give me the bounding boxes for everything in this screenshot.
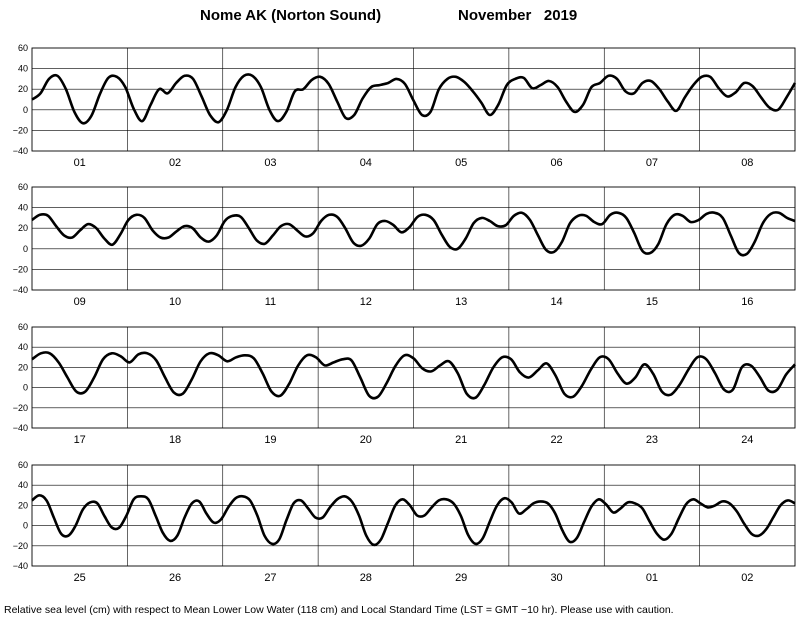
x-day-label: 19 <box>264 434 276 446</box>
x-day-label: 06 <box>550 157 562 169</box>
x-day-label: 08 <box>741 157 753 169</box>
y-tick-label: 60 <box>18 182 28 192</box>
chart-title-period: November 2019 <box>458 7 577 24</box>
x-day-label: 02 <box>741 572 753 584</box>
panel-frame <box>31 186 796 291</box>
x-day-label: 29 <box>455 572 467 584</box>
x-day-label: 18 <box>169 434 181 446</box>
y-tick-label: 0 <box>23 383 28 393</box>
x-day-label: 14 <box>550 296 562 308</box>
panel-2: −40 −20 0 20 40 60 09 10 11 12 13 14 15 16 <box>13 182 796 308</box>
y-tick-label: −20 <box>13 125 28 135</box>
x-day-label: 25 <box>74 572 86 584</box>
panel-frame <box>31 464 796 567</box>
y-tick-label: 40 <box>18 342 28 352</box>
y-tick-label: 40 <box>18 203 28 213</box>
x-day-label: 02 <box>169 157 181 169</box>
x-day-label: 24 <box>741 434 753 446</box>
y-tick-label: 20 <box>18 362 28 372</box>
y-tick-label: −40 <box>13 561 28 571</box>
x-day-label: 15 <box>646 296 658 308</box>
y-tick-label: 0 <box>23 244 28 254</box>
y-tick-label: 60 <box>18 43 28 53</box>
panel-1: −40 −20 0 20 40 60 01 02 03 04 05 06 07 08 <box>13 43 797 169</box>
y-tick-label: 20 <box>18 223 28 233</box>
y-tick-label: 20 <box>18 500 28 510</box>
x-day-label: 10 <box>169 296 181 308</box>
y-tick-label: 0 <box>23 105 28 115</box>
x-day-label: 12 <box>360 296 372 308</box>
y-tick-label: −40 <box>13 285 28 295</box>
chart-title-station: Nome AK (Norton Sound) <box>200 7 381 24</box>
x-day-label: 30 <box>550 572 562 584</box>
y-tick-label: −20 <box>13 403 28 413</box>
y-tick-label: 40 <box>18 480 28 490</box>
y-tick-label: 60 <box>18 322 28 332</box>
x-day-label: 03 <box>264 157 276 169</box>
y-tick-label: −40 <box>13 146 28 156</box>
x-day-label: 05 <box>455 157 467 169</box>
x-day-label: 07 <box>646 157 658 169</box>
x-day-label: 01 <box>646 572 658 584</box>
water-level-line <box>31 351 796 400</box>
x-day-label: 11 <box>265 296 276 308</box>
y-tick-label: −20 <box>13 264 28 274</box>
panel-frame <box>31 326 796 429</box>
x-day-label: 17 <box>74 434 86 446</box>
chart-footer-note: Relative sea level (cm) with respect to … <box>4 604 674 616</box>
y-tick-label: −40 <box>13 423 28 433</box>
x-day-label: 16 <box>741 296 753 308</box>
y-tick-label: 40 <box>18 64 28 74</box>
y-tick-label: 20 <box>18 84 28 94</box>
x-day-label: 13 <box>455 296 467 308</box>
y-tick-label: 60 <box>18 460 28 470</box>
x-day-label: 26 <box>169 572 181 584</box>
water-level-line <box>31 73 797 125</box>
x-day-label: 04 <box>360 157 372 169</box>
water-level-line <box>31 211 796 257</box>
water-level-line <box>31 494 796 547</box>
panel-3: −40 −20 0 20 40 60 17 18 19 20 21 22 23 24 <box>13 322 796 446</box>
x-day-label: 22 <box>550 434 562 446</box>
x-day-label: 01 <box>74 157 86 169</box>
y-tick-label: −20 <box>13 541 28 551</box>
x-day-label: 21 <box>455 434 467 446</box>
x-day-label: 28 <box>360 572 372 584</box>
x-day-label: 27 <box>264 572 276 584</box>
panel-4: −40 −20 0 20 40 60 25 26 27 28 29 30 01 02 <box>13 460 796 584</box>
y-tick-label: 0 <box>23 521 28 531</box>
x-day-label: 09 <box>74 296 86 308</box>
x-day-label: 23 <box>646 434 658 446</box>
x-day-label: 20 <box>360 434 372 446</box>
